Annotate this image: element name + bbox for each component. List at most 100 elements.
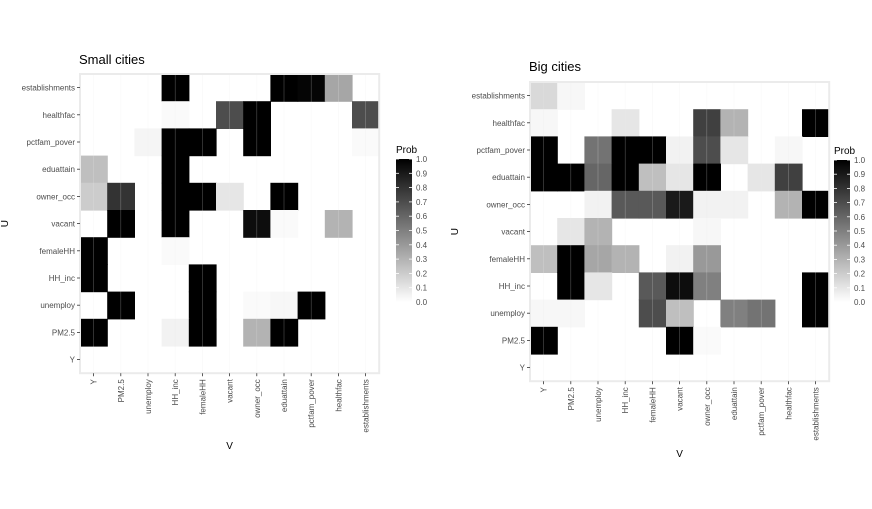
y-tick-label: vacant	[51, 220, 75, 229]
x-tick-label: HH_inc	[621, 387, 630, 413]
legend-tick-label: 0.0	[854, 298, 866, 307]
heatmap-cell	[666, 136, 694, 165]
y-tick-label: eduattain	[492, 173, 525, 182]
heatmap-cell	[530, 163, 558, 192]
x-tick-label: PM2.5	[567, 387, 576, 411]
x-tick-label: unemploy	[144, 379, 153, 414]
x-tick-label: femaleHH	[198, 379, 207, 415]
heatmap-cell	[216, 101, 244, 129]
x-tick-label: vacant	[676, 386, 685, 410]
y-tick-label: femaleHH	[489, 255, 525, 264]
heatmap-cell	[324, 74, 353, 102]
y-tick-label: establishments	[22, 84, 75, 93]
heatmap-cell	[693, 326, 721, 355]
heatmap-cell	[802, 299, 830, 328]
heatmap-cell	[270, 74, 299, 102]
legend-tick-label: 0.9	[416, 169, 428, 178]
y-tick-label: HH_inc	[49, 274, 75, 283]
heatmap-cell	[243, 210, 271, 238]
heatmap-cell	[557, 163, 585, 192]
heatmap-cell	[352, 101, 380, 129]
y-tick-label: vacant	[501, 228, 525, 237]
heatmap-cell	[666, 326, 694, 355]
heatmap-cell	[297, 74, 326, 102]
heatmap-cell	[188, 128, 217, 157]
heatmap-cell	[80, 264, 108, 293]
heatmap-cell	[693, 136, 721, 165]
x-axis-title: V	[676, 449, 683, 460]
heatmap-cell	[584, 245, 613, 273]
heatmap-cell	[557, 272, 585, 301]
legend-tick-label: 0.2	[416, 269, 428, 278]
heatmap-cell	[666, 299, 694, 328]
x-tick-label: femaleHH	[648, 387, 657, 423]
heatmap-cell	[720, 136, 749, 165]
heatmap-cell	[666, 272, 694, 301]
x-tick-label: establishments	[362, 379, 371, 432]
heatmap-cell	[693, 163, 721, 192]
x-tick-label: healthfac	[334, 379, 343, 411]
x-tick-label: Y	[540, 387, 549, 393]
heatmap-cell	[80, 155, 108, 184]
heatmap-cell	[802, 272, 830, 301]
legend-tick-label: 0.5	[416, 227, 428, 236]
legend-tick-label: 0.9	[854, 170, 866, 179]
heatmap-cell	[161, 237, 190, 265]
y-axis-title: U	[450, 228, 461, 235]
heatmap-cell	[638, 299, 667, 328]
legend-tick-label: 0.0	[416, 298, 428, 307]
x-tick-label: vacant	[226, 378, 235, 402]
y-tick-label: HH_inc	[499, 282, 525, 291]
heatmap-cell	[802, 109, 830, 137]
x-tick-label: healthfac	[784, 387, 793, 419]
y-tick-label: healthfac	[43, 111, 75, 120]
heatmap-cell	[243, 128, 271, 157]
heatmap-cell	[161, 182, 190, 211]
x-tick-label: PM2.5	[117, 379, 126, 403]
heatmap-cell	[530, 326, 558, 355]
legend-tick-label: 0.8	[854, 184, 866, 193]
heatmap-cell	[297, 291, 326, 320]
heatmap-cell	[80, 318, 108, 347]
heatmap-cell	[161, 210, 190, 238]
legend-tick-label: 0.1	[854, 284, 866, 293]
heatmap-cell	[584, 190, 613, 219]
heatmap-cell	[557, 218, 585, 246]
heatmap-cell	[243, 101, 271, 129]
heatmap-cell	[243, 291, 271, 320]
y-tick-label: pctfam_pover	[27, 138, 76, 147]
heatmap-cell	[584, 272, 613, 301]
heatmap-cell	[774, 136, 803, 165]
heatmap-cell	[530, 109, 558, 137]
heatmap-cell	[611, 136, 640, 165]
heatmap-cell	[324, 210, 353, 238]
heatmap-cell	[161, 101, 190, 129]
heatmap-cell	[720, 190, 749, 219]
x-axis-title: V	[226, 441, 233, 452]
legend-colorbar	[396, 159, 412, 302]
heatmap-cell	[666, 163, 694, 192]
y-tick-label: establishments	[472, 92, 525, 101]
heatmap-cell	[352, 128, 380, 157]
chart-title: Small cities	[79, 52, 145, 67]
heatmap-cell	[638, 136, 667, 165]
heatmap-cell	[638, 163, 667, 192]
heatmap-cell	[134, 128, 163, 157]
heatmap-cell	[666, 190, 694, 219]
heatmap-cell	[216, 182, 244, 211]
small-cities-heatmap: Small cities establishments healthfac pctfa…	[0, 52, 428, 452]
heatmap-cell	[188, 291, 217, 320]
heatmap-cell	[584, 163, 613, 192]
legend-tick-label: 0.3	[854, 255, 866, 264]
y-tick-label: unemploy	[40, 301, 75, 310]
heatmap-cell	[188, 264, 217, 293]
y-tick-label: femaleHH	[39, 247, 75, 256]
heatmap-cell	[693, 245, 721, 273]
heatmap-cell	[80, 237, 108, 265]
heatmap-cell	[584, 136, 613, 165]
heatmap-cell	[584, 218, 613, 246]
heatmap-cell	[80, 182, 108, 211]
x-tick-label: Y	[90, 379, 99, 385]
